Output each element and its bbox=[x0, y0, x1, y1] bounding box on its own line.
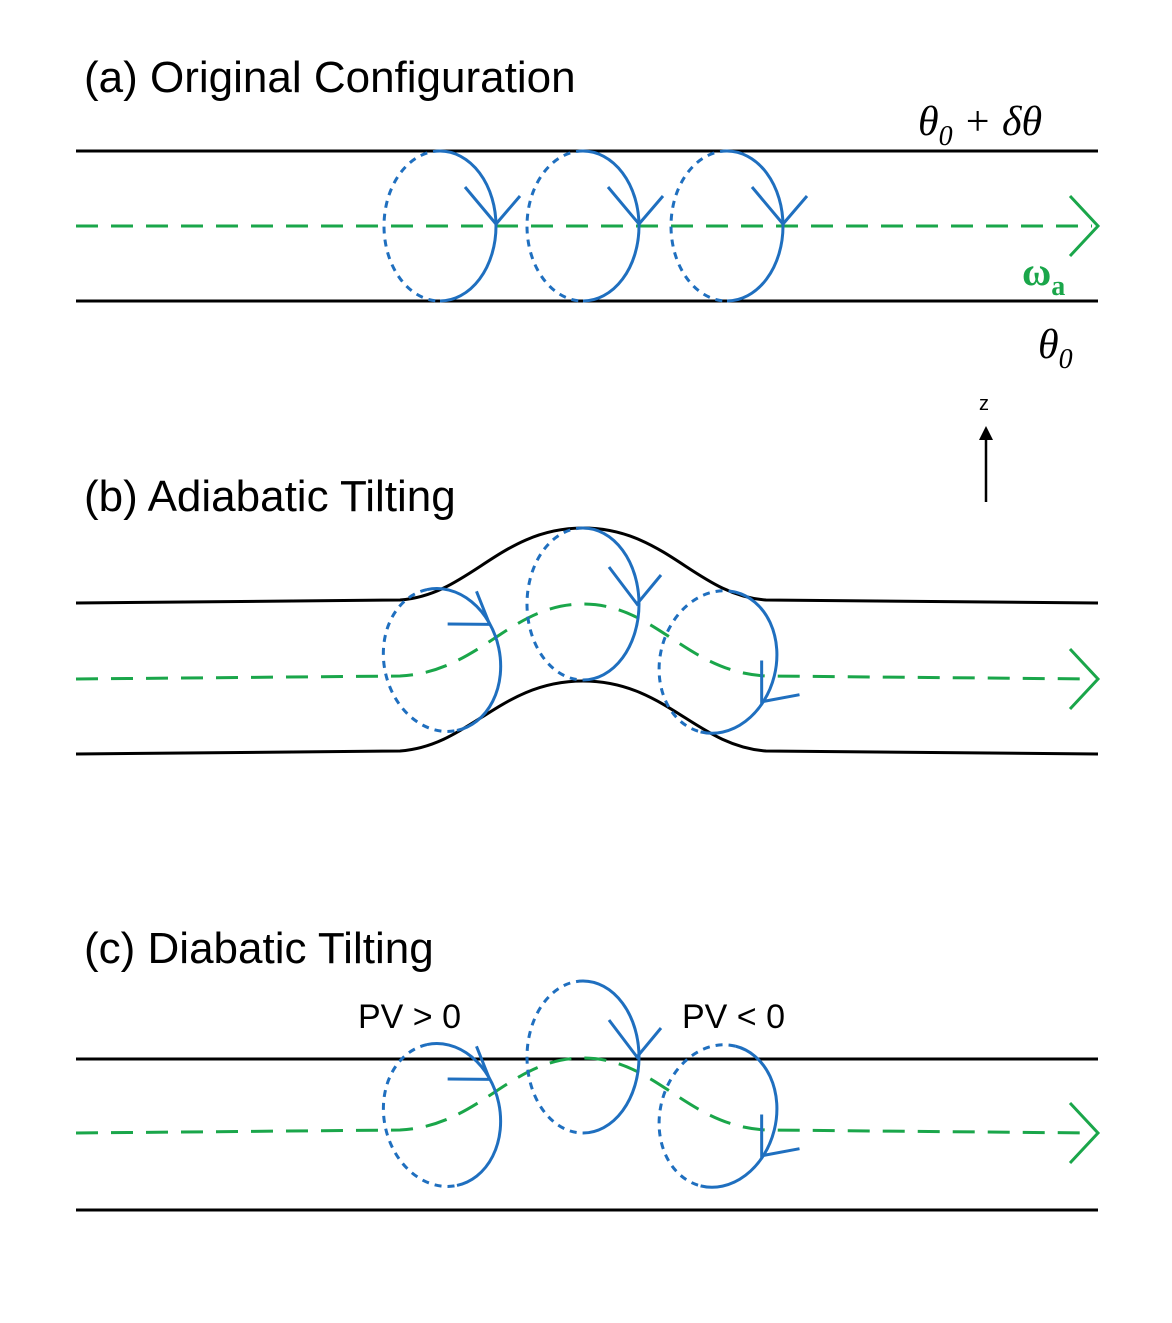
vorticity-arrowhead-b bbox=[1068, 647, 1101, 711]
absolute-vorticity-line-c bbox=[75, 1056, 1093, 1135]
absolute-vorticity-line-b bbox=[75, 602, 1093, 681]
vortex-loop-a3 bbox=[669, 149, 809, 303]
vortex-loop-c1 bbox=[381, 1042, 503, 1188]
vortex-loop-a2 bbox=[525, 149, 665, 303]
vorticity-arrowhead-a bbox=[1068, 194, 1101, 258]
z-axis-arrowhead bbox=[979, 426, 993, 440]
panel-b-title: (b) Adiabatic Tilting bbox=[84, 472, 456, 521]
vortex-loop-c2 bbox=[525, 979, 663, 1135]
vortex-loop-c3 bbox=[657, 1043, 800, 1189]
isentrope-lower-b bbox=[75, 679, 1099, 756]
panel-a: (a) Original Configuration θ0 + δθ ωa θ0 bbox=[76, 53, 1101, 375]
panel-c: (c) Diabatic Tilting PV > 0 PV < 0 bbox=[75, 924, 1101, 1212]
z-axis-label: z bbox=[979, 393, 989, 415]
vortex-loop-b1 bbox=[381, 587, 503, 733]
omega-a-label: ωa bbox=[1022, 249, 1065, 302]
vorticity-arrowhead-c bbox=[1068, 1101, 1101, 1165]
vortex-loop-a1 bbox=[382, 149, 522, 303]
panel-b: (b) Adiabatic Tilting bbox=[75, 472, 1101, 756]
isentrope-upper-b bbox=[75, 526, 1099, 605]
z-axis-indicator: z bbox=[979, 393, 993, 502]
theta-lower-label: θ0 bbox=[1038, 322, 1073, 375]
vortex-loop-b2 bbox=[525, 526, 663, 682]
vortex-loop-b3 bbox=[657, 589, 800, 735]
theta-upper-label: θ0 + δθ bbox=[918, 99, 1042, 152]
pv-negative-label: PV < 0 bbox=[682, 998, 785, 1036]
pv-positive-label: PV > 0 bbox=[358, 998, 461, 1036]
panel-a-title: (a) Original Configuration bbox=[84, 53, 576, 102]
panel-c-title: (c) Diabatic Tilting bbox=[84, 924, 434, 973]
